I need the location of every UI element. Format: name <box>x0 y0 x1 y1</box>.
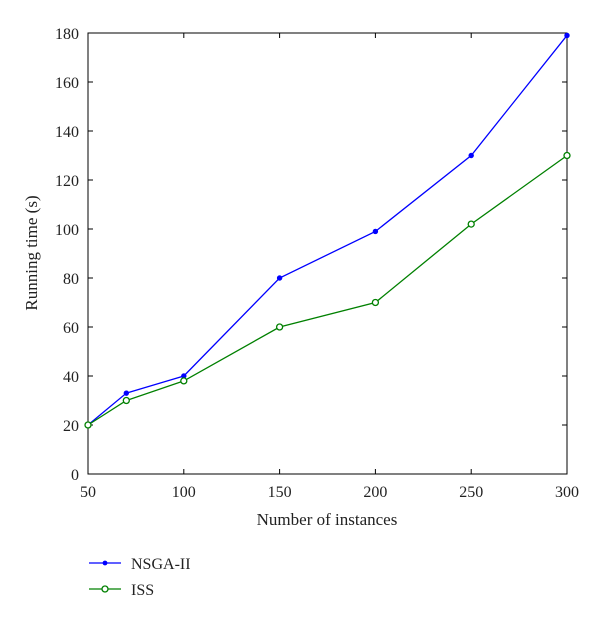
data-point-iss <box>122 396 130 405</box>
x-axis-label: Number of instances <box>257 510 398 529</box>
x-tick-label: 250 <box>459 484 483 501</box>
data-point-nsga-ii <box>564 32 570 39</box>
series-line-iss <box>87 154 568 426</box>
data-point-iss <box>467 220 475 228</box>
series-line-nsga-ii <box>87 35 568 426</box>
y-tick-label: 120 <box>55 173 79 190</box>
series-layer <box>84 32 571 429</box>
data-point-nsga-ii <box>276 275 283 281</box>
data-point-iss <box>180 377 188 385</box>
y-tick-label: 160 <box>55 75 79 92</box>
y-tick-label: 20 <box>63 418 79 435</box>
data-point-nsga-ii <box>123 390 130 396</box>
y-tick-label: 80 <box>63 271 79 288</box>
y-tick-label: 0 <box>71 467 79 484</box>
legend-marker-nsga-ii <box>102 560 108 566</box>
data-point-nsga-ii <box>372 228 379 235</box>
data-point-iss <box>371 298 380 307</box>
data-point-nsga-ii <box>468 152 474 159</box>
x-axis-ticks: 50 100 150 200 250 300 <box>80 33 579 501</box>
x-tick-label: 300 <box>555 484 579 501</box>
y-tick-label: 100 <box>55 222 79 239</box>
x-tick-label: 50 <box>80 484 96 501</box>
legend: NSGA-II ISS <box>89 556 191 599</box>
y-tick-label: 60 <box>63 320 79 337</box>
x-tick-label: 100 <box>172 484 196 501</box>
legend-label-iss: ISS <box>131 582 154 599</box>
data-point-iss <box>84 421 92 429</box>
x-tick-label: 200 <box>363 484 387 501</box>
legend-marker-iss <box>101 585 109 593</box>
y-tick-label: 140 <box>55 124 79 141</box>
data-point-iss <box>563 151 571 160</box>
data-point-iss <box>275 323 284 331</box>
y-tick-label: 40 <box>63 369 79 386</box>
legend-label-nsga-ii: NSGA-II <box>131 556 191 573</box>
x-tick-label: 150 <box>268 484 292 501</box>
y-axis-label: Running time (s) <box>22 195 41 310</box>
plot-frame <box>87 32 568 475</box>
y-tick-label: 180 <box>55 26 79 43</box>
y-axis-ticks: 0 20 40 60 80 100 120 140 160 180 <box>55 26 567 484</box>
